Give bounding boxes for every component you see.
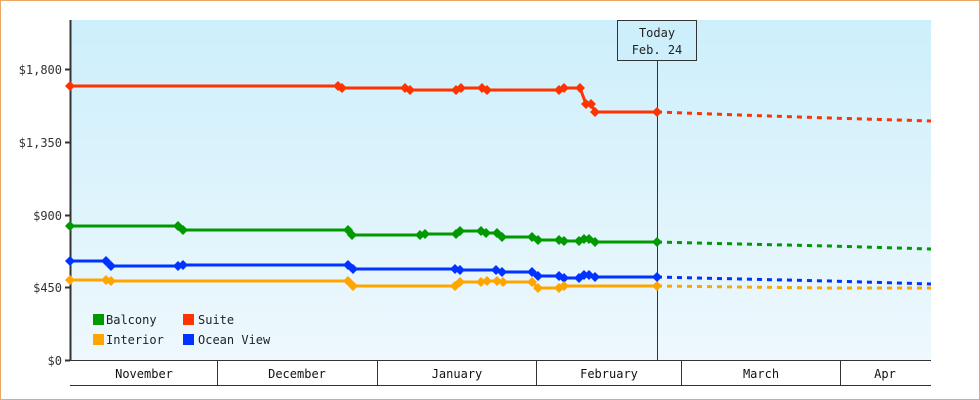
data-point-interior[interactable]: [559, 281, 569, 291]
forecast-line-suite: [656, 110, 932, 123]
data-point-interior[interactable]: [527, 277, 537, 287]
month-label-november: November: [115, 367, 173, 381]
legend: Balcony Suite Interior Ocean View: [93, 313, 271, 347]
legend-item-suite[interactable]: Suite: [183, 313, 234, 327]
data-point-balcony[interactable]: [559, 236, 569, 246]
forecast-line-balcony: [656, 240, 932, 251]
legend-label-ocean-view: Ocean View: [198, 333, 271, 347]
data-point-suite[interactable]: [590, 107, 600, 117]
forecast-line-ocean-view: [656, 275, 932, 286]
data-point-suite[interactable]: [482, 85, 492, 95]
data-point-ocean-view[interactable]: [65, 256, 75, 266]
y-tick-label: $1,800: [19, 63, 62, 77]
legend-label-suite: Suite: [198, 313, 234, 327]
legend-swatch-ocean-view: [183, 334, 194, 345]
series-layer: [65, 81, 932, 293]
today-label: Today: [639, 26, 675, 40]
data-point-balcony[interactable]: [497, 232, 507, 242]
data-point-balcony[interactable]: [652, 237, 662, 247]
legend-swatch-balcony: [93, 314, 104, 325]
data-point-balcony[interactable]: [178, 225, 188, 235]
data-point-ocean-view[interactable]: [455, 265, 465, 275]
data-point-ocean-view[interactable]: [559, 273, 569, 283]
data-point-ocean-view[interactable]: [652, 272, 662, 282]
month-label-april: Apr: [874, 367, 896, 381]
data-point-suite[interactable]: [559, 83, 569, 93]
y-tick-label: $1,350: [19, 136, 62, 150]
legend-item-interior[interactable]: Interior: [93, 333, 164, 347]
data-point-balcony[interactable]: [590, 237, 600, 247]
data-point-suite[interactable]: [456, 83, 466, 93]
y-tick-label: $900: [33, 209, 62, 223]
series-balcony: [65, 221, 932, 251]
data-point-suite[interactable]: [586, 99, 596, 109]
month-label-february: February: [580, 367, 638, 381]
data-point-ocean-view[interactable]: [533, 271, 543, 281]
legend-label-interior: Interior: [106, 333, 164, 347]
data-point-balcony[interactable]: [533, 235, 543, 245]
series-interior: [65, 275, 931, 293]
month-label-december: December: [268, 367, 326, 381]
data-point-suite[interactable]: [65, 81, 75, 91]
data-point-balcony[interactable]: [420, 229, 430, 239]
x-axis-months: November December January February March…: [70, 360, 931, 386]
data-point-ocean-view[interactable]: [590, 272, 600, 282]
forecast-line-interior: [656, 284, 931, 290]
today-marker: Today Feb. 24: [617, 20, 697, 360]
data-point-ocean-view[interactable]: [348, 264, 358, 274]
data-point-balcony[interactable]: [65, 221, 75, 231]
data-point-interior[interactable]: [652, 281, 662, 291]
data-point-suite[interactable]: [652, 107, 662, 117]
data-point-interior[interactable]: [533, 283, 543, 293]
data-point-interior[interactable]: [106, 276, 116, 286]
data-point-suite[interactable]: [575, 83, 585, 93]
data-point-ocean-view[interactable]: [106, 261, 116, 271]
y-ticks: $1,800 $1,350 $900 $450 $0: [19, 63, 70, 368]
y-tick-label: $450: [33, 281, 62, 295]
y-tick-label: $0: [48, 354, 62, 368]
legend-item-balcony[interactable]: Balcony: [93, 313, 157, 327]
series-ocean-view: [65, 256, 932, 286]
legend-swatch-suite: [183, 314, 194, 325]
today-callout: [617, 20, 697, 61]
data-point-ocean-view[interactable]: [497, 267, 507, 277]
plot-area: [71, 20, 931, 360]
data-point-interior[interactable]: [498, 277, 508, 287]
data-point-suite[interactable]: [405, 85, 415, 95]
data-point-interior[interactable]: [455, 277, 465, 287]
month-label-march: March: [743, 367, 779, 381]
series-suite: [65, 81, 932, 123]
data-point-interior[interactable]: [482, 276, 492, 286]
legend-swatch-interior: [93, 334, 104, 345]
data-point-balcony[interactable]: [455, 226, 465, 236]
data-point-suite[interactable]: [337, 83, 347, 93]
today-date: Feb. 24: [632, 43, 683, 57]
data-point-balcony[interactable]: [347, 230, 357, 240]
data-point-interior[interactable]: [348, 281, 358, 291]
data-point-balcony[interactable]: [481, 228, 491, 238]
legend-label-balcony: Balcony: [106, 313, 157, 327]
legend-item-ocean-view[interactable]: Ocean View: [183, 333, 271, 347]
month-label-january: January: [432, 367, 483, 381]
data-point-interior[interactable]: [65, 275, 75, 285]
data-point-ocean-view[interactable]: [178, 260, 188, 270]
